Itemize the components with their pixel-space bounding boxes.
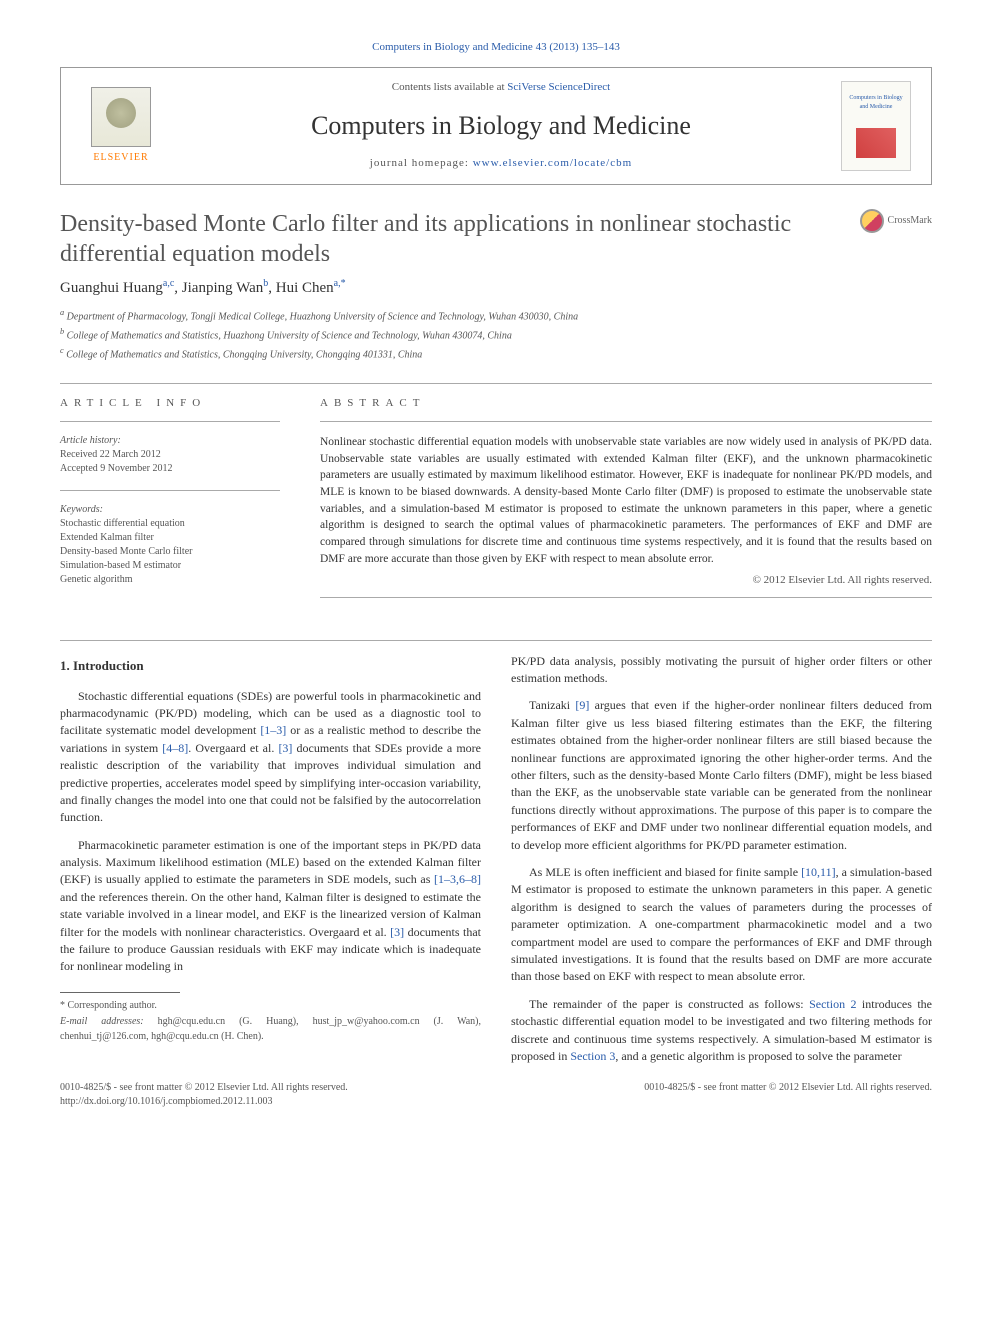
section-heading: 1. Introduction	[60, 657, 481, 676]
divider	[320, 597, 932, 598]
abstract-text: Nonlinear stochastic differential equati…	[320, 434, 932, 567]
homepage-line: journal homepage: www.elsevier.com/locat…	[181, 156, 821, 171]
journal-header-box: ELSEVIER Contents lists available at Sci…	[60, 67, 932, 184]
contents-prefix: Contents lists available at	[392, 81, 507, 93]
journal-cover-thumbnail: Computers in Biology and Medicine	[841, 81, 911, 171]
divider	[60, 490, 280, 491]
footer-copyright: 0010-4825/$ - see front matter © 2012 El…	[60, 1081, 348, 1095]
homepage-link[interactable]: www.elsevier.com/locate/cbm	[473, 157, 632, 169]
article-info-heading: ARTICLE INFO	[60, 396, 280, 411]
paragraph: PK/PD data analysis, possibly motivating…	[511, 653, 932, 688]
article-history: Article history: Received 22 March 2012 …	[60, 434, 280, 476]
author-sup: a,c	[163, 278, 174, 289]
keyword: Extended Kalman filter	[60, 531, 280, 545]
body-text: 1. Introduction Stochastic differential …	[60, 653, 932, 1066]
elsevier-label: ELSEVIER	[93, 151, 148, 165]
footnote-divider	[60, 992, 180, 993]
author-sup: a,*	[334, 278, 346, 289]
contents-line: Contents lists available at SciVerse Sci…	[181, 80, 821, 95]
sciencedirect-link[interactable]: SciVerse ScienceDirect	[507, 81, 610, 93]
affiliation: b College of Mathematics and Statistics,…	[60, 326, 932, 343]
keyword: Density-based Monte Carlo filter	[60, 545, 280, 559]
divider	[320, 421, 932, 422]
authors-line: Guanghui Huanga,c, Jianping Wanb, Hui Ch…	[60, 277, 932, 299]
paragraph: Pharmacokinetic parameter estimation is …	[60, 837, 481, 976]
affiliation: a Department of Pharmacology, Tongji Med…	[60, 307, 932, 324]
affiliations: a Department of Pharmacology, Tongji Med…	[60, 307, 932, 363]
email-addresses: E-mail addresses: hgh@cqu.edu.cn (G. Hua…	[60, 1015, 481, 1044]
author-sup: b	[263, 278, 268, 289]
journal-title: Computers in Biology and Medicine	[181, 108, 821, 144]
author: Guanghui Huang	[60, 280, 163, 296]
journal-citation-line: Computers in Biology and Medicine 43 (20…	[60, 40, 932, 55]
paper-title: Density-based Monte Carlo filter and its…	[60, 209, 840, 269]
crossmark-icon	[860, 209, 884, 233]
elsevier-tree-icon	[91, 87, 151, 147]
elsevier-logo: ELSEVIER	[81, 81, 161, 171]
divider	[60, 383, 932, 384]
author: Jianping Wan	[182, 280, 263, 296]
paragraph: As MLE is often inefficient and biased f…	[511, 864, 932, 986]
paragraph: Stochastic differential equations (SDEs)…	[60, 688, 481, 827]
footer-doi: http://dx.doi.org/10.1016/j.compbiomed.2…	[60, 1095, 348, 1109]
keyword: Genetic algorithm	[60, 573, 280, 587]
crossmark-badge[interactable]: CrossMark	[860, 209, 932, 233]
crossmark-label: CrossMark	[888, 214, 932, 228]
divider	[60, 640, 932, 641]
paragraph: Tanizaki [9] argues that even if the hig…	[511, 697, 932, 854]
paragraph: The remainder of the paper is constructe…	[511, 996, 932, 1066]
abstract-heading: ABSTRACT	[320, 396, 932, 411]
keyword: Simulation-based M estimator	[60, 559, 280, 573]
journal-citation-link[interactable]: Computers in Biology and Medicine 43 (20…	[372, 41, 620, 53]
homepage-prefix: journal homepage:	[370, 157, 473, 169]
footnotes: * Corresponding author. E-mail addresses…	[60, 999, 481, 1045]
cover-graphic-icon	[856, 128, 896, 158]
author: Hui Chen	[276, 280, 334, 296]
footer-right: 0010-4825/$ - see front matter © 2012 El…	[644, 1081, 932, 1109]
keyword: Stochastic differential equation	[60, 517, 280, 531]
affiliation: c College of Mathematics and Statistics,…	[60, 345, 932, 362]
abstract-copyright: © 2012 Elsevier Ltd. All rights reserved…	[320, 573, 932, 588]
divider	[60, 421, 280, 422]
corresponding-author-note: * Corresponding author.	[60, 999, 481, 1014]
keywords-block: Keywords: Stochastic differential equati…	[60, 503, 280, 587]
page-footer: 0010-4825/$ - see front matter © 2012 El…	[60, 1081, 932, 1109]
cover-title: Computers in Biology and Medicine	[846, 94, 906, 111]
